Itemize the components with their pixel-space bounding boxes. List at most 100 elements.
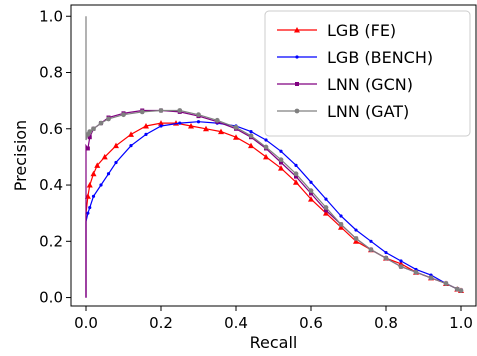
plot-frame xyxy=(70,4,477,307)
series-line-1 xyxy=(85,122,462,298)
series-4-point xyxy=(139,109,145,115)
series-1-point xyxy=(86,182,93,188)
series-2 xyxy=(85,120,463,298)
series-4-point xyxy=(368,247,374,253)
legend-marker xyxy=(294,27,300,33)
series-4-point xyxy=(177,108,183,113)
series-2-point xyxy=(309,180,313,184)
series-2-point xyxy=(339,214,343,218)
y-tick-label: 0.0 xyxy=(39,289,63,307)
series-2-point xyxy=(91,194,96,198)
legend-entry: LNN (GCN) xyxy=(277,75,413,94)
series-4-point xyxy=(233,124,239,130)
series-2-point xyxy=(249,129,253,134)
series-1-point xyxy=(248,142,254,149)
legend-box xyxy=(264,10,471,137)
series-2-point xyxy=(324,197,328,201)
series-1-point xyxy=(90,170,97,177)
series-4-point xyxy=(338,222,344,227)
legend-marker xyxy=(295,55,299,59)
series-4-point xyxy=(383,255,389,261)
series-4 xyxy=(85,16,464,293)
series-4-point xyxy=(454,286,460,292)
series-2-point xyxy=(354,228,358,232)
series-2-point xyxy=(369,239,373,243)
y-tick-label: 0.4 xyxy=(39,176,63,194)
series-4-point xyxy=(248,133,254,139)
series-2-point xyxy=(129,144,133,148)
series-1-point xyxy=(293,179,299,185)
series-1-point xyxy=(263,153,269,160)
series-2-point xyxy=(294,163,298,167)
x-tick-label: 0.2 xyxy=(149,314,173,332)
legend-label: LNN (GCN) xyxy=(327,75,413,94)
series-4-point xyxy=(87,129,93,134)
series-1-point xyxy=(101,153,108,160)
series-4-point xyxy=(158,108,164,113)
series-4-point xyxy=(91,126,96,132)
series-1-point xyxy=(278,165,284,171)
x-tick-label: 0.8 xyxy=(374,314,398,332)
series-4-point xyxy=(308,188,314,194)
series-2-point xyxy=(106,172,111,176)
y-tick-label: 0.8 xyxy=(39,64,63,82)
series-1-point xyxy=(233,134,239,140)
series-3-point xyxy=(294,174,298,179)
series-line-2 xyxy=(85,121,462,298)
series-4-point xyxy=(106,116,111,122)
series-2-point xyxy=(88,205,92,210)
series-2-point xyxy=(264,138,268,142)
x-tick-label: 1.0 xyxy=(449,314,473,332)
series-4-point xyxy=(98,120,104,126)
series-3-point xyxy=(309,191,313,196)
series-3-point xyxy=(87,135,92,140)
series-4-point xyxy=(293,171,299,177)
y-tick-label: 0.6 xyxy=(39,120,63,138)
series-4-point xyxy=(443,281,449,286)
series-4-point xyxy=(196,112,201,118)
series-line-3 xyxy=(85,109,462,298)
series-1-point xyxy=(158,120,164,126)
x-tick-label: 0.6 xyxy=(299,314,323,332)
series-4-point xyxy=(413,269,419,275)
legend-label: LGB (FE) xyxy=(327,21,396,40)
series-2-point xyxy=(399,259,403,263)
legend: LGB (FE) LGB (BENCH) LNN (GCN) LNN (GAT) xyxy=(264,10,471,137)
y-tick-label: 0.2 xyxy=(39,232,63,250)
legend-entry: LGB (FE) xyxy=(277,21,396,40)
series-4-point xyxy=(458,288,464,293)
series-4-point xyxy=(278,157,284,163)
legend-entry: LNN (GAT) xyxy=(277,102,409,121)
y-axis: 0.0 0.2 0.4 0.6 0.8 1.0 xyxy=(39,7,71,307)
legend-label: LNN (GAT) xyxy=(327,102,409,121)
series-4-point xyxy=(428,275,434,281)
series-1-point xyxy=(308,196,314,202)
series-1-point xyxy=(323,210,329,216)
x-axis: 0.0 0.2 0.4 0.6 0.8 1.0 xyxy=(74,306,473,332)
series-1-point xyxy=(94,162,101,168)
series-2-point xyxy=(384,250,388,255)
series-2-point xyxy=(114,160,118,165)
series-2-point xyxy=(86,211,90,215)
series-4-point xyxy=(263,144,269,150)
series-4-point xyxy=(323,205,329,210)
series-1-point xyxy=(218,128,224,135)
series-1-point xyxy=(143,122,149,129)
y-axis-title: Precision xyxy=(11,120,30,191)
x-tick-label: 0.4 xyxy=(224,314,248,332)
series-1-point xyxy=(188,122,194,129)
series-2-point xyxy=(178,121,182,125)
series-4-point xyxy=(121,112,126,118)
series-3-point xyxy=(324,208,328,213)
legend-marker xyxy=(294,108,300,114)
x-tick-label: 0.0 xyxy=(74,314,98,332)
series-2-point xyxy=(159,124,163,128)
series-1-point xyxy=(338,224,344,230)
series-layer xyxy=(84,16,464,298)
x-axis-title: Recall xyxy=(250,333,298,352)
series-2-point xyxy=(196,120,201,124)
series-1-point xyxy=(113,142,119,149)
legend-label: LGB (BENCH) xyxy=(327,48,433,67)
series-3-point xyxy=(279,160,283,165)
